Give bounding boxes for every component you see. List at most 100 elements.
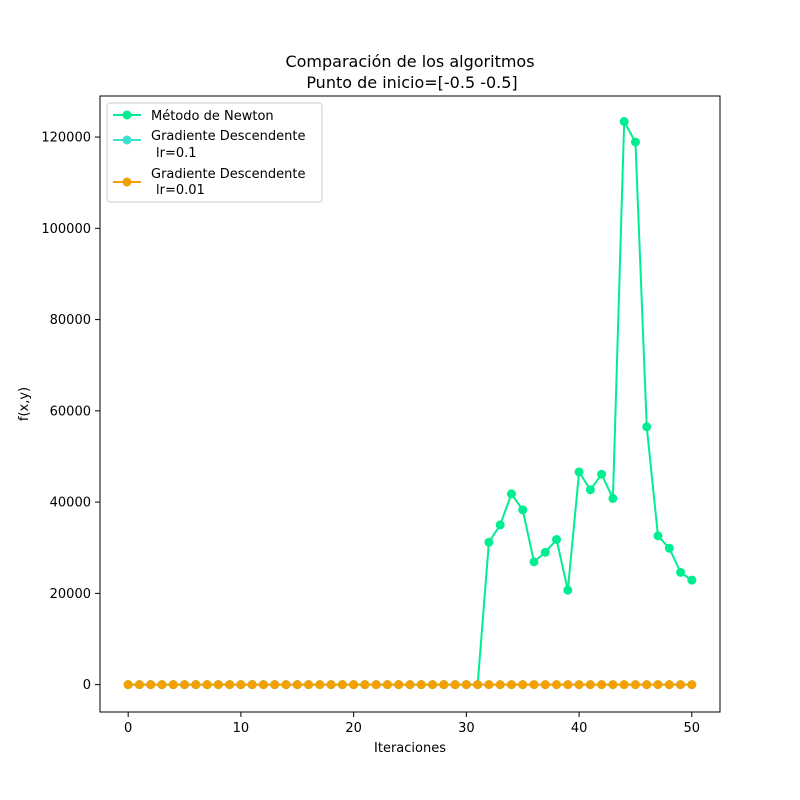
data-point-gd-lr-0.01 bbox=[574, 680, 584, 690]
data-point-gd-lr-0.01 bbox=[304, 680, 314, 690]
data-point-gd-lr-0.01 bbox=[258, 680, 268, 690]
legend-marker-newton bbox=[122, 110, 132, 120]
series-gd-lr-0.01 bbox=[123, 680, 697, 690]
y-axis-label: f(x,y) bbox=[17, 387, 32, 421]
data-point-newton bbox=[518, 505, 528, 515]
data-point-gd-lr-0.01 bbox=[484, 680, 494, 690]
chart-title-line-1: Comparación de los algoritmos bbox=[285, 52, 534, 71]
x-tick-label: 40 bbox=[571, 721, 588, 736]
x-axis-label: Iteraciones bbox=[374, 741, 446, 756]
data-point-newton bbox=[506, 489, 516, 499]
data-point-newton bbox=[642, 422, 652, 432]
x-tick-label: 10 bbox=[233, 721, 250, 736]
data-point-gd-lr-0.01 bbox=[292, 680, 302, 690]
data-point-newton bbox=[619, 117, 629, 127]
axes-frame bbox=[99, 95, 721, 713]
data-point-newton bbox=[552, 535, 562, 545]
data-point-gd-lr-0.01 bbox=[428, 680, 438, 690]
legend-label-newton: Método de Newton bbox=[151, 109, 274, 124]
data-point-gd-lr-0.01 bbox=[529, 680, 539, 690]
legend-label-gd-001-line-1: Gradiente Descendente bbox=[151, 167, 305, 182]
data-point-gd-lr-0.01 bbox=[473, 680, 483, 690]
data-point-newton bbox=[529, 557, 539, 567]
y-tick-label: 0 bbox=[83, 678, 91, 693]
data-point-gd-lr-0.01 bbox=[180, 680, 190, 690]
data-point-gd-lr-0.01 bbox=[405, 680, 415, 690]
x-tick-label: 30 bbox=[458, 721, 475, 736]
data-point-gd-lr-0.01 bbox=[552, 680, 562, 690]
x-tick-label: 0 bbox=[124, 721, 132, 736]
data-point-gd-lr-0.01 bbox=[563, 680, 573, 690]
chart-title-line-2: Punto de inicio=[-0.5 -0.5] bbox=[306, 73, 517, 92]
y-tick-label: 80000 bbox=[50, 313, 91, 328]
data-point-gd-lr-0.01 bbox=[540, 680, 550, 690]
data-point-newton bbox=[495, 520, 505, 530]
data-point-gd-lr-0.01 bbox=[371, 680, 381, 690]
data-point-gd-lr-0.01 bbox=[653, 680, 663, 690]
data-point-gd-lr-0.01 bbox=[168, 680, 178, 690]
y-tick-label: 120000 bbox=[41, 131, 91, 146]
legend-box bbox=[106, 102, 323, 203]
data-point-gd-lr-0.01 bbox=[450, 680, 460, 690]
data-point-newton bbox=[630, 137, 640, 147]
data-point-gd-lr-0.01 bbox=[506, 680, 516, 690]
data-point-gd-lr-0.01 bbox=[236, 680, 246, 690]
data-point-gd-lr-0.01 bbox=[676, 680, 686, 690]
data-point-gd-lr-0.01 bbox=[382, 680, 392, 690]
data-point-gd-lr-0.01 bbox=[439, 680, 449, 690]
y-tick-label: 60000 bbox=[50, 404, 91, 419]
y-tick-label: 20000 bbox=[50, 587, 91, 602]
data-point-gd-lr-0.01 bbox=[597, 680, 607, 690]
data-point-gd-lr-0.01 bbox=[630, 680, 640, 690]
data-point-gd-lr-0.01 bbox=[191, 680, 201, 690]
data-point-newton bbox=[484, 537, 494, 547]
data-point-gd-lr-0.01 bbox=[518, 680, 528, 690]
data-point-gd-lr-0.01 bbox=[281, 680, 291, 690]
y-axis-ticks: 0 20000 40000 60000 80000 100000 120000 bbox=[41, 131, 100, 693]
data-point-gd-lr-0.01 bbox=[585, 680, 595, 690]
data-point-newton bbox=[653, 531, 663, 541]
data-point-newton bbox=[585, 485, 595, 495]
legend-label-gd-001-line-2: lr=0.01 bbox=[156, 183, 205, 198]
data-point-gd-lr-0.01 bbox=[360, 680, 370, 690]
data-point-gd-lr-0.01 bbox=[213, 680, 223, 690]
data-point-gd-lr-0.01 bbox=[337, 680, 347, 690]
legend-label-gd-01-line-1: Gradiente Descendente bbox=[151, 129, 305, 144]
legend-marker-gd-001 bbox=[122, 177, 132, 187]
x-axis-ticks: 0 10 20 30 40 50 bbox=[124, 712, 700, 736]
x-tick-label: 50 bbox=[684, 721, 701, 736]
data-point-gd-lr-0.01 bbox=[157, 680, 167, 690]
data-point-newton bbox=[687, 575, 697, 585]
legend-label-gd-01-line-2: lr=0.1 bbox=[156, 146, 197, 161]
x-tick-label: 20 bbox=[345, 721, 362, 736]
data-point-gd-lr-0.01 bbox=[461, 680, 471, 690]
plot-area bbox=[123, 117, 697, 690]
data-point-gd-lr-0.01 bbox=[315, 680, 325, 690]
data-point-gd-lr-0.01 bbox=[270, 680, 280, 690]
data-point-newton bbox=[540, 547, 550, 557]
y-tick-label: 100000 bbox=[41, 222, 91, 237]
data-point-gd-lr-0.01 bbox=[495, 680, 505, 690]
data-point-gd-lr-0.01 bbox=[394, 680, 404, 690]
data-point-gd-lr-0.01 bbox=[664, 680, 674, 690]
data-point-newton bbox=[664, 543, 674, 553]
data-point-newton bbox=[608, 493, 618, 503]
data-point-gd-lr-0.01 bbox=[608, 680, 618, 690]
data-point-gd-lr-0.01 bbox=[326, 680, 336, 690]
data-point-newton bbox=[574, 467, 584, 477]
data-point-gd-lr-0.01 bbox=[247, 680, 257, 690]
data-point-newton bbox=[597, 469, 607, 479]
data-point-gd-lr-0.01 bbox=[619, 680, 629, 690]
data-point-gd-lr-0.01 bbox=[349, 680, 359, 690]
data-point-gd-lr-0.01 bbox=[202, 680, 212, 690]
data-point-gd-lr-0.01 bbox=[134, 680, 144, 690]
data-point-gd-lr-0.01 bbox=[416, 680, 426, 690]
data-point-gd-lr-0.01 bbox=[123, 680, 133, 690]
legend-marker-gd-01 bbox=[122, 135, 132, 145]
y-tick-label: 40000 bbox=[50, 496, 91, 511]
data-point-newton bbox=[676, 567, 686, 577]
data-point-gd-lr-0.01 bbox=[642, 680, 652, 690]
data-point-gd-lr-0.01 bbox=[146, 680, 156, 690]
